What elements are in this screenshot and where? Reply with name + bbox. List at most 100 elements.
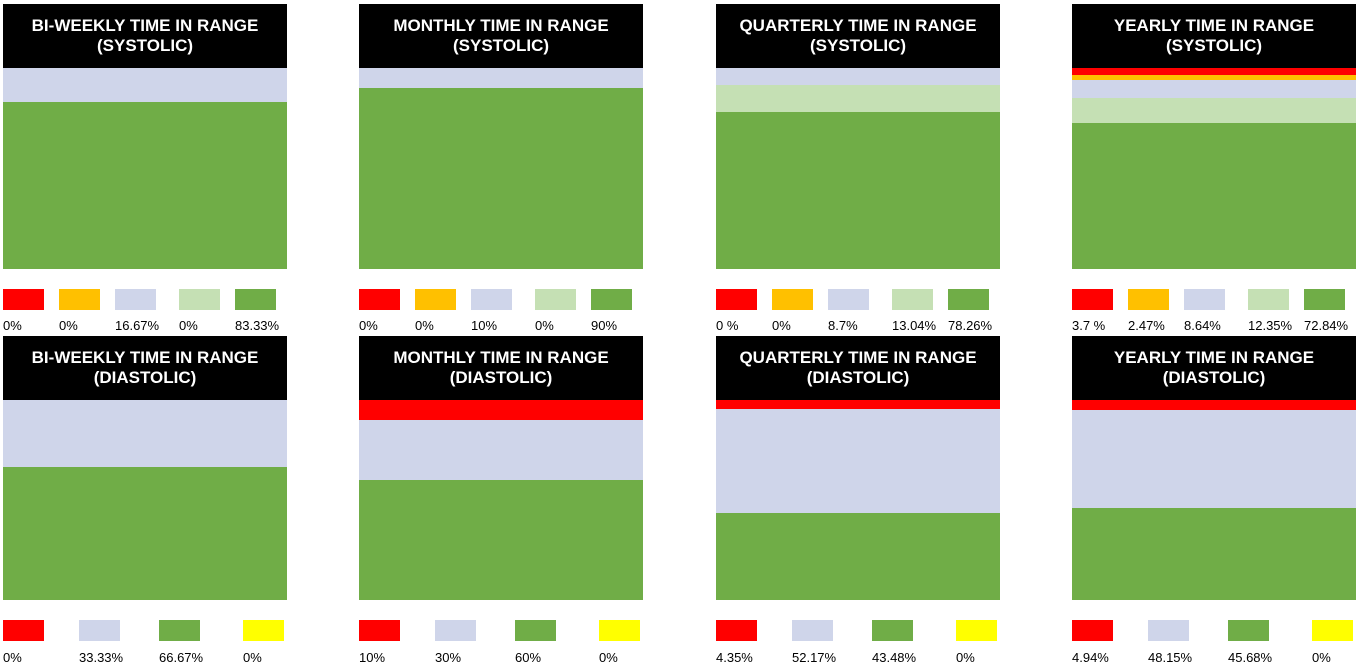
bar-segment-light-green <box>716 85 1000 112</box>
chart-title: QUARTERLY TIME IN RANGE (DIASTOLIC) <box>716 336 1000 400</box>
value-label: 0% <box>3 650 22 665</box>
legend-swatch-lavender <box>471 289 512 310</box>
bar-segment-green <box>1072 123 1356 269</box>
legend-swatch-green <box>948 289 989 310</box>
stacked-bar <box>1072 400 1356 600</box>
stacked-bar <box>716 68 1000 269</box>
value-label: 0% <box>3 318 22 333</box>
value-label: 16.67% <box>115 318 160 333</box>
value-label: 90% <box>591 318 618 333</box>
legend-swatch-lavender <box>792 620 833 641</box>
legend-swatch-lavender <box>115 289 156 310</box>
bar-segment-red <box>359 400 643 420</box>
bar-segment-red <box>1072 400 1356 410</box>
bar-segment-lavender <box>359 420 643 480</box>
value-label: 72.84% <box>1304 318 1349 333</box>
bar-segment-green <box>359 480 643 600</box>
legend-swatch-green <box>235 289 276 310</box>
legend-swatch-red <box>3 620 44 641</box>
stacked-bar <box>359 68 643 269</box>
value-label: 0% <box>243 650 262 665</box>
value-label: 0% <box>956 650 975 665</box>
bar-segment-green <box>3 102 287 269</box>
bar-segment-lavender <box>3 68 287 102</box>
value-label: 0% <box>772 318 791 333</box>
bar-segment-red <box>716 400 1000 409</box>
value-label: 10% <box>471 318 498 333</box>
chart-title: YEARLY TIME IN RANGE (DIASTOLIC) <box>1072 336 1356 400</box>
value-label: 48.15% <box>1148 650 1193 665</box>
chart-panel: BI-WEEKLY TIME IN RANGE (DIASTOLIC) 0% 33.… <box>3 0 287 670</box>
bar-segment-lavender <box>716 68 1000 85</box>
bar-segment-green <box>3 467 287 600</box>
value-label: 78.26% <box>948 318 993 333</box>
legend-swatch-lavender <box>1148 620 1189 641</box>
value-label: 0% <box>179 318 198 333</box>
value-label: 0% <box>535 318 554 333</box>
value-label: 0% <box>1312 650 1331 665</box>
legend-swatch-green <box>1228 620 1269 641</box>
legend-swatch-lavender <box>1184 289 1225 310</box>
legend-swatch-orange <box>772 289 813 310</box>
value-label: 0% <box>359 318 378 333</box>
legend-swatch-red <box>359 620 400 641</box>
legend-swatch-yellow <box>1312 620 1353 641</box>
legend-swatch-green <box>591 289 632 310</box>
stacked-bar <box>1072 68 1356 269</box>
legend-swatch-light-green <box>179 289 220 310</box>
value-label: 52.17% <box>792 650 837 665</box>
legend-swatch-yellow <box>243 620 284 641</box>
value-label: 43.48% <box>872 650 917 665</box>
chart-title: MONTHLY TIME IN RANGE (SYSTOLIC) <box>359 4 643 68</box>
legend-swatch-red <box>716 289 757 310</box>
value-label: 13.04% <box>892 318 937 333</box>
legend-swatch-red <box>1072 289 1113 310</box>
legend-swatch-red <box>359 289 400 310</box>
value-label: 0% <box>415 318 434 333</box>
chart-panel: YEARLY TIME IN RANGE (SYSTOLIC) 3.7 % 2.47… <box>1072 0 1356 670</box>
bar-segment-light-green <box>1072 98 1356 123</box>
value-label: 12.35% <box>1248 318 1293 333</box>
chart-title: BI-WEEKLY TIME IN RANGE (SYSTOLIC) <box>3 4 287 68</box>
bar-segment-green <box>716 112 1000 269</box>
bar-segment-lavender <box>359 68 643 88</box>
value-label: 4.94% <box>1072 650 1109 665</box>
bar-segment-red <box>1072 68 1356 75</box>
legend-swatch-green <box>159 620 200 641</box>
chart-panel: QUARTERLY TIME IN RANGE (DIASTOLIC) 4.35%… <box>716 0 1000 670</box>
value-label: 83.33% <box>235 318 280 333</box>
chart-title: BI-WEEKLY TIME IN RANGE (DIASTOLIC) <box>3 336 287 400</box>
legend-swatch-yellow <box>599 620 640 641</box>
legend-swatch-red <box>3 289 44 310</box>
chart-panel: MONTHLY TIME IN RANGE (SYSTOLIC) 0% 0% 10% 0… <box>359 0 643 670</box>
value-label: 2.47% <box>1128 318 1165 333</box>
legend-swatch-light-green <box>1248 289 1289 310</box>
legend-swatch-red <box>716 620 757 641</box>
stacked-bar <box>359 400 643 600</box>
legend-swatch-orange <box>1128 289 1169 310</box>
value-label: 45.68% <box>1228 650 1273 665</box>
bar-segment-green <box>1072 508 1356 600</box>
bar-segment-green <box>359 88 643 269</box>
bar-segment-lavender <box>1072 410 1356 508</box>
legend-swatch-green <box>1304 289 1345 310</box>
chart-panel: QUARTERLY TIME IN RANGE (SYSTOLIC) 0 % 0% 8… <box>716 0 1000 670</box>
legend-swatch-lavender <box>828 289 869 310</box>
bar-segment-lavender <box>716 409 1000 513</box>
chart-panel: MONTHLY TIME IN RANGE (DIASTOLIC) 10% 30% 6… <box>359 0 643 670</box>
value-label: 66.67% <box>159 650 204 665</box>
value-label: 0% <box>59 318 78 333</box>
legend-swatch-green <box>515 620 556 641</box>
legend-swatch-lavender <box>79 620 120 641</box>
chart-panel: YEARLY TIME IN RANGE (DIASTOLIC) 4.94% 48.… <box>1072 0 1356 670</box>
value-label: 30% <box>435 650 462 665</box>
value-label: 0% <box>599 650 618 665</box>
chart-panel: BI-WEEKLY TIME IN RANGE (SYSTOLIC) 0% 0% 16… <box>3 0 287 670</box>
value-label: 10% <box>359 650 386 665</box>
stacked-bar <box>3 68 287 269</box>
stacked-bar <box>3 400 287 600</box>
legend-swatch-light-green <box>892 289 933 310</box>
legend-swatch-orange <box>415 289 456 310</box>
legend-swatch-light-green <box>535 289 576 310</box>
chart-title: QUARTERLY TIME IN RANGE (SYSTOLIC) <box>716 4 1000 68</box>
